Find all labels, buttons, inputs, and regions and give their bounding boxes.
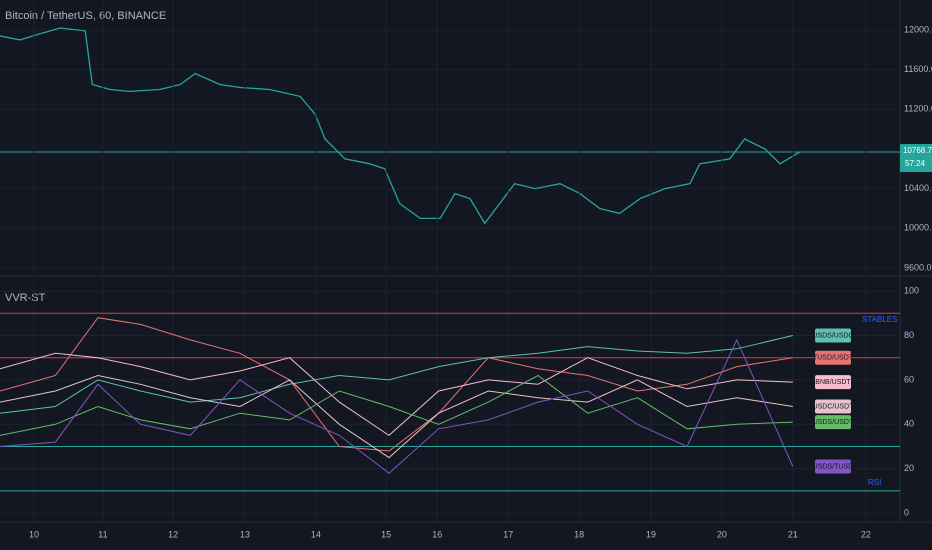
legend-label: USDS/USDC <box>812 332 853 339</box>
series-line <box>0 374 793 436</box>
y-tick-label: 12000.00 <box>904 24 932 34</box>
countdown-label: 57:24 <box>905 159 926 168</box>
y-tick-label: 11600.00 <box>904 64 932 74</box>
y-tick-label: 20 <box>904 463 914 473</box>
series-line <box>0 352 793 437</box>
series-line <box>0 27 801 225</box>
x-tick-label: 13 <box>240 529 250 539</box>
last-price-label: 10768.78 <box>903 146 932 155</box>
x-tick-label: 22 <box>861 529 871 539</box>
x-tick-label: 12 <box>168 529 178 539</box>
x-tick-label: 18 <box>574 529 584 539</box>
y-tick-label: 10000.00 <box>904 223 932 233</box>
x-tick-label: 11 <box>98 529 107 539</box>
legend-box <box>815 350 851 365</box>
last-price-box <box>900 144 932 173</box>
legend-box <box>815 459 851 474</box>
legend-label: USDC/USDT <box>813 403 855 410</box>
legend-label: TUSD/USDT <box>813 355 854 362</box>
chart-title: Bitcoin / TetherUS, 60, BINANCE <box>5 10 166 22</box>
y-tick-label: 0 <box>904 507 909 517</box>
y-tick-label: 10400.00 <box>904 183 932 193</box>
series-line <box>0 338 794 474</box>
x-tick-label: 10 <box>29 529 39 539</box>
x-tick-label: 15 <box>381 529 391 539</box>
x-tick-label: 14 <box>311 529 321 539</box>
x-tick-label: 20 <box>717 529 727 539</box>
legend-box <box>815 375 851 390</box>
x-tick-label: 17 <box>503 529 513 539</box>
annotation: RSI <box>868 478 881 487</box>
series-line <box>0 335 793 414</box>
y-tick-label: 80 <box>904 330 914 340</box>
legend-label: USDS/USDT <box>813 419 854 426</box>
y-tick-label: 40 <box>904 419 914 429</box>
x-tick-label: 19 <box>646 529 656 539</box>
x-tick-label: 21 <box>788 529 798 539</box>
x-tick-label: 16 <box>432 529 442 539</box>
legend-label: BNB/USDT <box>815 379 851 386</box>
annotation: STABLES <box>862 315 897 324</box>
series-line <box>0 374 793 459</box>
legend-box <box>815 399 851 414</box>
y-tick-label: 11200.00 <box>904 104 932 114</box>
indicator-title: VVR-ST <box>5 292 46 304</box>
y-tick-label: 60 <box>904 374 914 384</box>
legend-box <box>815 415 851 430</box>
y-tick-label: 100 <box>904 285 919 295</box>
y-tick-label: 9600.00 <box>904 262 932 272</box>
legend-box <box>815 328 851 343</box>
legend-label: USDS/TUSD <box>813 463 853 470</box>
